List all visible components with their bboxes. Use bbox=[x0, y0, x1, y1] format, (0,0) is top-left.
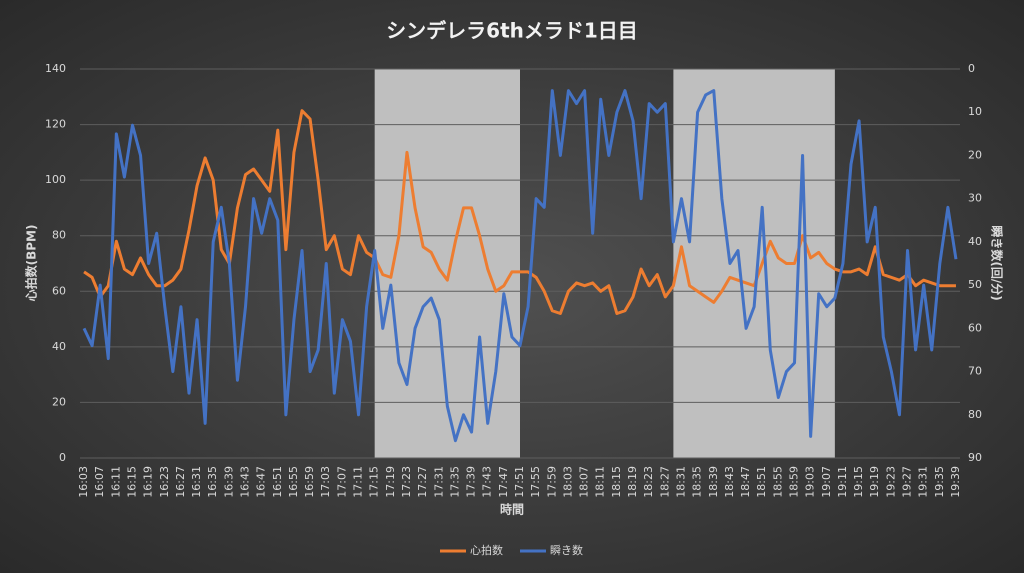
x-tick-label: 16:07 bbox=[93, 466, 106, 498]
x-tick-label: 16:15 bbox=[125, 466, 138, 498]
y-tick-label: 60 bbox=[52, 284, 66, 297]
x-tick-label: 16:59 bbox=[303, 466, 316, 498]
x-tick-label: 17:35 bbox=[448, 466, 461, 498]
x-tick-label: 19:35 bbox=[933, 466, 946, 498]
y-tick-label: 100 bbox=[45, 173, 66, 186]
x-tick-label: 16:39 bbox=[222, 466, 235, 498]
x-tick-label: 19:27 bbox=[901, 466, 914, 498]
x-tick-label: 19:07 bbox=[820, 466, 833, 498]
x-tick-label: 17:23 bbox=[400, 466, 413, 498]
y-tick-label: 20 bbox=[52, 395, 66, 408]
x-tick-label: 18:07 bbox=[578, 466, 591, 498]
x-tick-label: 19:31 bbox=[917, 466, 930, 498]
x-axis-title: 時間 bbox=[500, 502, 524, 517]
x-tick-label: 16:11 bbox=[109, 466, 122, 498]
y2-tick-label: 80 bbox=[968, 408, 982, 421]
x-tick-label: 18:03 bbox=[561, 466, 574, 498]
x-tick-label: 18:47 bbox=[739, 466, 752, 498]
x-tick-label: 19:15 bbox=[852, 466, 865, 498]
x-tick-label: 19:03 bbox=[804, 466, 817, 498]
x-tick-label: 17:55 bbox=[529, 466, 542, 498]
x-tick-label: 19:11 bbox=[836, 466, 849, 498]
x-tick-label: 17:47 bbox=[497, 466, 510, 498]
y-tick-label: 80 bbox=[52, 229, 66, 242]
y2-tick-label: 50 bbox=[968, 278, 982, 291]
x-tick-label: 16:47 bbox=[255, 466, 268, 498]
x-tick-label: 18:35 bbox=[691, 466, 704, 498]
y2-axis-title: 瞬き数(回/分) bbox=[990, 225, 1005, 300]
y-tick-label: 120 bbox=[45, 118, 66, 131]
y2-tick-label: 90 bbox=[968, 451, 982, 464]
x-tick-label: 18:11 bbox=[594, 466, 607, 498]
y-tick-label: 0 bbox=[59, 451, 66, 464]
x-tick-label: 18:59 bbox=[787, 466, 800, 498]
x-tick-label: 18:51 bbox=[755, 466, 768, 498]
x-tick-label: 16:27 bbox=[174, 466, 187, 498]
y2-tick-label: 20 bbox=[968, 148, 982, 161]
x-tick-label: 19:19 bbox=[868, 466, 881, 498]
y-axis-title: 心拍数(BPM) bbox=[24, 225, 39, 302]
y-tick-label: 40 bbox=[52, 340, 66, 353]
x-tick-label: 17:03 bbox=[319, 466, 332, 498]
x-tick-label: 17:31 bbox=[432, 466, 445, 498]
y2-tick-label: 70 bbox=[968, 365, 982, 378]
x-tick-label: 16:43 bbox=[239, 466, 252, 498]
y2-tick-label: 60 bbox=[968, 321, 982, 334]
y-tick-label: 140 bbox=[45, 62, 66, 75]
x-tick-label: 18:31 bbox=[674, 466, 687, 498]
x-tick-label: 19:39 bbox=[949, 466, 962, 498]
series-line bbox=[82, 89, 958, 443]
x-tick-label: 18:23 bbox=[642, 466, 655, 498]
chart-title: シンデレラ6thメラド1日目 bbox=[386, 19, 638, 43]
legend-label: 瞬き数 bbox=[550, 544, 583, 557]
x-tick-label: 17:27 bbox=[416, 466, 429, 498]
x-tick-label: 18:15 bbox=[610, 466, 623, 498]
x-tick-label: 17:59 bbox=[545, 466, 558, 498]
x-tick-label: 17:11 bbox=[352, 466, 365, 498]
x-tick-label: 16:35 bbox=[206, 466, 219, 498]
x-tick-label: 16:03 bbox=[77, 466, 90, 498]
x-tick-label: 17:19 bbox=[384, 466, 397, 498]
x-tick-label: 17:51 bbox=[513, 466, 526, 498]
x-tick-label: 18:19 bbox=[626, 466, 639, 498]
legend-label: 心拍数 bbox=[470, 543, 503, 557]
y2-tick-label: 10 bbox=[968, 105, 982, 118]
x-tick-label: 19:23 bbox=[884, 466, 897, 498]
x-tick-label: 18:55 bbox=[771, 466, 784, 498]
x-tick-label: 16:31 bbox=[190, 466, 203, 498]
x-tick-label: 17:15 bbox=[368, 466, 381, 498]
y2-tick-label: 0 bbox=[968, 62, 975, 75]
x-tick-label: 18:43 bbox=[723, 466, 736, 498]
x-tick-label: 16:19 bbox=[142, 466, 155, 498]
x-tick-label: 16:51 bbox=[271, 466, 284, 498]
y2-tick-label: 40 bbox=[968, 235, 982, 248]
x-tick-label: 16:23 bbox=[158, 466, 171, 498]
x-tick-label: 17:07 bbox=[335, 466, 348, 498]
x-tick-label: 17:43 bbox=[481, 466, 494, 498]
x-tick-label: 18:39 bbox=[707, 466, 720, 498]
x-tick-label: 17:39 bbox=[465, 466, 478, 498]
x-tick-label: 16:55 bbox=[287, 466, 300, 498]
x-tick-label: 18:27 bbox=[658, 466, 671, 498]
y2-tick-label: 30 bbox=[968, 192, 982, 205]
